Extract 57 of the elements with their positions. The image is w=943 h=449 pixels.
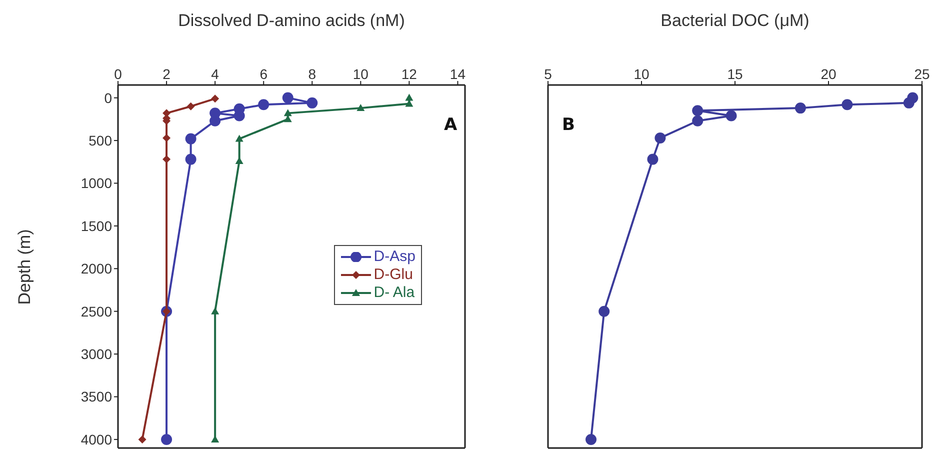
point bbox=[282, 92, 294, 104]
point bbox=[138, 435, 146, 444]
point bbox=[842, 99, 853, 110]
y-tick-label: 4000 bbox=[80, 431, 112, 448]
x-tick-label: 8 bbox=[308, 66, 316, 82]
x-tick-label: 20 bbox=[820, 66, 836, 82]
point bbox=[586, 434, 597, 445]
point bbox=[284, 109, 292, 116]
point bbox=[647, 154, 658, 165]
point bbox=[235, 157, 244, 164]
y-tick-label: 500 bbox=[88, 132, 112, 148]
point bbox=[162, 155, 171, 164]
point bbox=[903, 97, 914, 108]
x-tick-label: 12 bbox=[401, 66, 418, 82]
x-tick-label: 14 bbox=[450, 66, 466, 82]
point bbox=[186, 102, 195, 110]
y-tick-label: 2500 bbox=[80, 303, 112, 320]
point bbox=[692, 105, 704, 116]
point bbox=[598, 306, 610, 317]
x-tick-label: 15 bbox=[727, 66, 743, 82]
point bbox=[235, 134, 244, 142]
y-tick-label: 0 bbox=[104, 90, 112, 106]
x-tick-label: 5 bbox=[544, 66, 552, 82]
point bbox=[161, 434, 172, 445]
y-tick-label: 3500 bbox=[80, 388, 112, 405]
point bbox=[211, 307, 220, 314]
x-tick-label: 4 bbox=[211, 66, 220, 82]
x-axis-title: Dissolved D-amino acids (nM) bbox=[178, 11, 405, 30]
point bbox=[726, 110, 737, 122]
point bbox=[185, 154, 196, 165]
x-axis-title: Bacterial DOC (μM) bbox=[660, 11, 810, 30]
x-tick-label: 6 bbox=[260, 66, 268, 82]
point bbox=[692, 115, 704, 126]
point bbox=[258, 99, 270, 110]
x-tick-label: 25 bbox=[914, 66, 930, 82]
annotation: B bbox=[562, 115, 575, 135]
legend-label: D-Glu bbox=[374, 266, 413, 284]
x-tick-label: 10 bbox=[352, 66, 369, 82]
x-tick-label: 10 bbox=[634, 66, 650, 82]
y-tick-label: 3000 bbox=[80, 346, 112, 362]
point bbox=[405, 94, 414, 101]
point bbox=[185, 133, 196, 144]
point bbox=[306, 97, 318, 108]
legend-label: D-Asp bbox=[374, 248, 416, 266]
point bbox=[654, 132, 666, 144]
y-tick-label: 1500 bbox=[80, 218, 112, 234]
point bbox=[356, 104, 365, 112]
x-tick-label: 0 bbox=[114, 66, 122, 82]
y-tick-label: 2000 bbox=[80, 260, 112, 277]
x-tick-label: 2 bbox=[162, 66, 171, 82]
point bbox=[794, 102, 806, 114]
point bbox=[162, 134, 171, 142]
y-axis-title: Depth (m) bbox=[15, 229, 34, 305]
y-tick-label: 1000 bbox=[80, 175, 112, 192]
annotation: A bbox=[444, 115, 458, 135]
point bbox=[211, 94, 220, 103]
legend-label: D- Ala bbox=[374, 284, 415, 302]
